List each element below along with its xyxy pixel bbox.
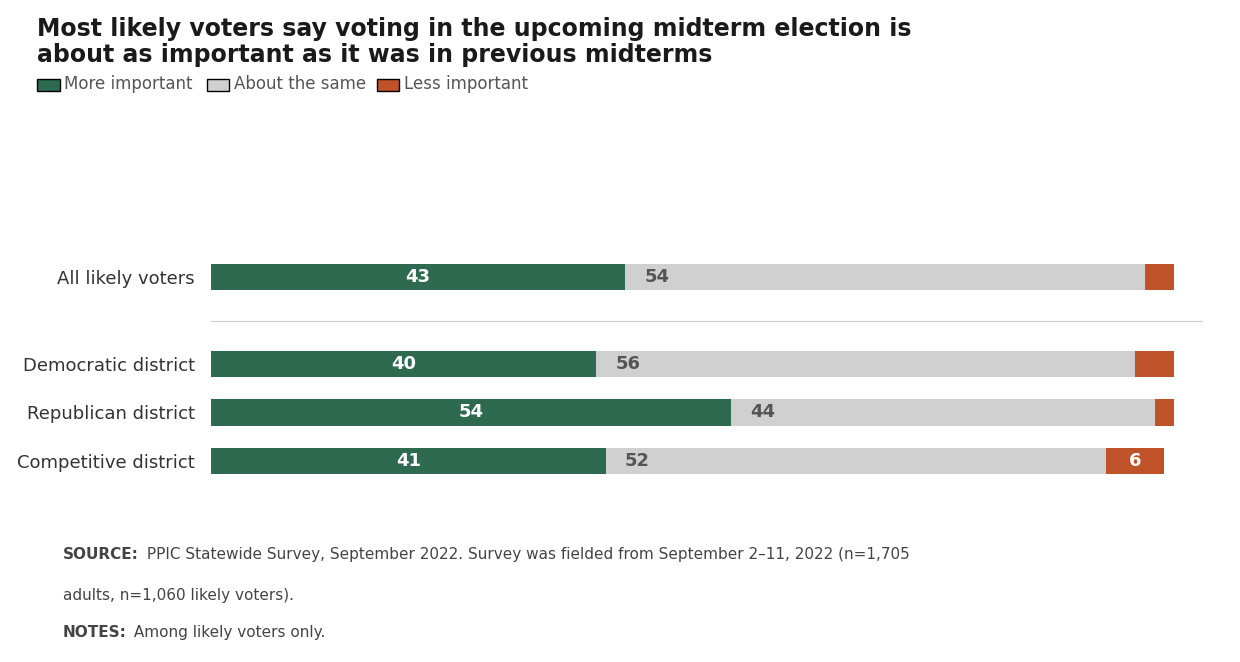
Bar	[1154, 399, 1174, 426]
Text: 56: 56	[615, 355, 640, 373]
Bar	[1145, 263, 1174, 291]
Text: 43: 43	[405, 268, 430, 286]
Text: 6: 6	[1130, 452, 1142, 470]
Bar	[211, 399, 730, 426]
Bar	[211, 351, 596, 377]
Text: About the same: About the same	[234, 75, 367, 93]
Bar	[1106, 448, 1164, 474]
Text: Most likely voters say voting in the upcoming midterm election is: Most likely voters say voting in the upc…	[37, 17, 911, 40]
Text: 41: 41	[396, 452, 420, 470]
Text: 44: 44	[750, 403, 775, 422]
Bar	[730, 399, 1154, 426]
Text: Among likely voters only.: Among likely voters only.	[129, 625, 326, 640]
Bar	[1136, 351, 1174, 377]
Text: 52: 52	[625, 452, 650, 470]
Text: More important: More important	[64, 75, 193, 93]
Bar	[211, 263, 625, 291]
Bar	[211, 448, 605, 474]
Text: Less important: Less important	[404, 75, 528, 93]
Text: adults, n=1,060 likely voters).: adults, n=1,060 likely voters).	[63, 589, 294, 603]
Text: NOTES:: NOTES:	[63, 625, 126, 640]
Text: PPIC Statewide Survey, September 2022. Survey was fielded from September 2–11, 2: PPIC Statewide Survey, September 2022. S…	[143, 547, 910, 561]
Bar	[596, 351, 1136, 377]
Text: SOURCE:: SOURCE:	[63, 547, 139, 561]
Text: 54: 54	[645, 268, 670, 286]
Text: 54: 54	[459, 403, 484, 422]
Text: about as important as it was in previous midterms: about as important as it was in previous…	[37, 43, 713, 67]
Text: 40: 40	[391, 355, 415, 373]
Bar	[605, 448, 1106, 474]
Bar	[625, 263, 1145, 291]
